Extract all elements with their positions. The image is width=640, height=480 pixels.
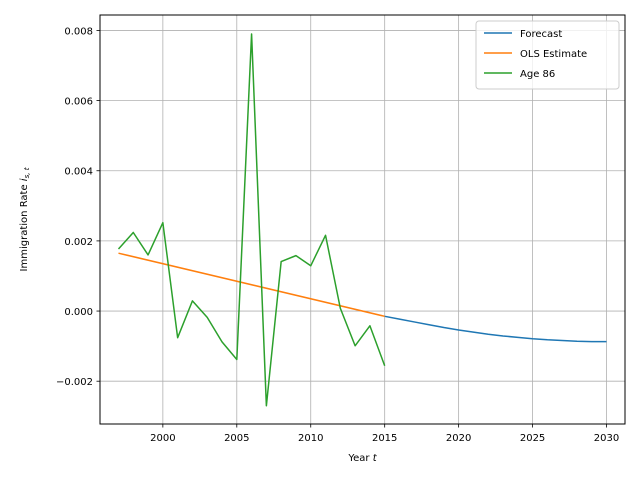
x-tick-label: 2030 [594, 433, 619, 444]
axis-ticks: 2000 2005 2010 2015 2020 2025 2030 −0.002 0.000 0… [56, 26, 619, 444]
x-tick-label: 2005 [224, 433, 249, 444]
y-tick-label: 0.002 [64, 237, 93, 248]
x-axis-label: Year t [347, 453, 377, 464]
series-line-forecast [384, 315, 607, 343]
legend-label: Forecast [520, 29, 562, 40]
y-tick-label: 0.008 [64, 26, 93, 37]
y-axis-label: Immigration Rate is, t [19, 167, 31, 271]
y-tick-label: −0.002 [56, 377, 93, 388]
x-tick-label: 2020 [446, 433, 471, 444]
x-tick-label: 2015 [372, 433, 397, 444]
series-line-ols-estimate [118, 252, 385, 318]
series-line-age-86 [117, 33, 386, 407]
x-tick-label: 2025 [520, 433, 545, 444]
y-tick-label: 0.006 [64, 97, 93, 108]
legend-box [475, 20, 620, 90]
x-tick-label: 2000 [150, 433, 175, 444]
plot-frame [99, 14, 626, 425]
legend-label: Age 86 [520, 69, 555, 80]
y-tick-label: 0.004 [64, 167, 93, 178]
legend: Forecast OLS Estimate Age 86 [475, 20, 620, 90]
x-tick-label: 2010 [298, 433, 323, 444]
series-lines [117, 33, 607, 407]
legend-label: OLS Estimate [520, 49, 587, 60]
y-tick-label: 0.000 [64, 307, 93, 318]
